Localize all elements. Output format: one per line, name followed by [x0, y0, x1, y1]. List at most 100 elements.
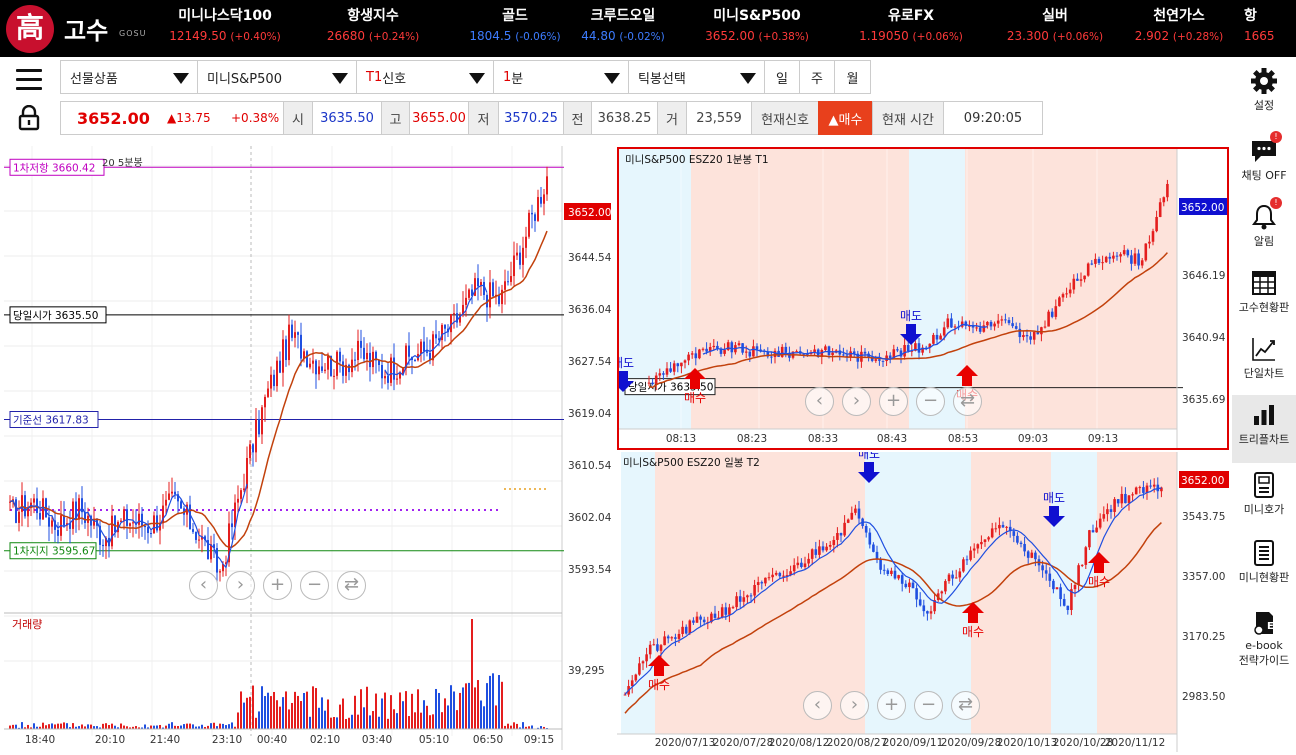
scroll-left-button[interactable]: ‹	[189, 571, 218, 600]
candle	[1000, 319, 1004, 321]
candle	[699, 616, 702, 620]
candle	[903, 345, 906, 357]
candle	[900, 575, 904, 584]
price-tag-label: 3652.00	[1181, 475, 1224, 487]
sidebar-item-mini-orderbook[interactable]: 미니호가	[1232, 465, 1296, 529]
candle	[784, 346, 788, 353]
candle	[189, 504, 191, 530]
volume-bar	[501, 681, 503, 729]
sidebar-item-triple-chart[interactable]: 트리플차트	[1232, 395, 1296, 463]
product-type-select[interactable]: 선물상품	[60, 60, 198, 94]
candle	[828, 545, 832, 547]
candle	[105, 537, 107, 547]
x-tick-label: 2020/11/12	[1105, 737, 1166, 749]
zoom-in-button[interactable]: +	[877, 691, 906, 720]
chart-nav-controls: ‹ › + − ⇄	[189, 571, 366, 600]
volume-bar	[516, 723, 518, 729]
sidebar-item-alerts[interactable]: ! 알림	[1232, 197, 1296, 261]
ticker-price: 3652.00	[705, 29, 755, 43]
sidebar-item-mini-board[interactable]: 미니현황판	[1232, 533, 1296, 597]
signal-select[interactable]: T1 신호	[356, 60, 494, 94]
ticker-item[interactable]: 항생지수 26680 (+0.24%)	[308, 6, 438, 47]
candle	[728, 607, 731, 615]
chart-title: 미니S&P500 ESZ20 1분봉 T1	[625, 154, 769, 166]
reset-button[interactable]: ⇄	[951, 691, 980, 720]
candle	[946, 318, 950, 328]
candle	[820, 349, 824, 358]
candle	[818, 546, 821, 555]
sell-signal-label: 매도	[1043, 491, 1065, 505]
volume-bar	[273, 691, 275, 729]
day-button[interactable]: 일	[764, 60, 800, 94]
menu-button[interactable]	[2, 60, 56, 94]
ticker-item[interactable]: 미니나스닥100 12149.50 (+0.40%)	[160, 6, 290, 47]
candle	[192, 529, 194, 532]
candle	[363, 347, 365, 360]
reset-button[interactable]: ⇄	[953, 387, 982, 416]
candle	[688, 620, 692, 634]
reset-button[interactable]: ⇄	[337, 571, 366, 600]
moving-average-line	[9, 230, 548, 549]
ticker-item[interactable]: 항 1665	[1244, 6, 1296, 47]
sidebar-item-single-chart[interactable]: 단일차트	[1232, 329, 1296, 393]
sell-signal-label: 매도	[900, 309, 922, 323]
scroll-right-button[interactable]: ›	[226, 571, 255, 600]
candle	[1091, 530, 1095, 533]
candle	[975, 327, 978, 329]
month-button[interactable]: 월	[834, 60, 871, 94]
tick-select[interactable]: 틱봉선택	[628, 60, 765, 94]
candle	[983, 539, 987, 543]
zoom-in-button[interactable]: +	[263, 571, 292, 600]
price-tag-label: 3652.00	[1181, 202, 1224, 214]
candle	[252, 444, 254, 453]
product-select[interactable]: 미니S&P500	[197, 60, 357, 94]
ticker-item[interactable]: 천연가스 2.902 (+0.28%)	[1114, 6, 1244, 47]
candle	[1034, 552, 1037, 560]
lock-button[interactable]	[2, 101, 56, 135]
week-button[interactable]: 주	[799, 60, 835, 94]
ticker-item[interactable]: 실버 23.300 (+0.06%)	[990, 6, 1120, 47]
ticker-item[interactable]: 골드 1804.5 (-0.06%)	[450, 6, 580, 47]
sidebar-item-gosu-board[interactable]: 고수현황판	[1232, 263, 1296, 327]
candle	[1065, 293, 1068, 295]
down-arrow-icon	[1043, 506, 1065, 527]
candle	[964, 321, 968, 326]
ticker-item[interactable]: 크루드오일 44.80 (-0.02%)	[558, 6, 688, 47]
scroll-right-button[interactable]: ›	[842, 387, 871, 416]
candle	[1084, 547, 1088, 565]
candle	[480, 281, 482, 287]
scroll-right-button[interactable]: ›	[840, 691, 869, 720]
chevron-down-icon	[469, 73, 485, 84]
candle	[429, 352, 431, 361]
sidebar-item-chat[interactable]: ! 채팅 OFF	[1232, 131, 1296, 195]
x-tick-label: 08:23	[737, 433, 767, 445]
candle	[744, 351, 748, 353]
volume-bar	[234, 726, 236, 729]
gosu-logo[interactable]: 高 고수 GOSU	[6, 5, 156, 53]
candle	[710, 613, 713, 623]
volume-bar	[129, 727, 131, 729]
ticker-item[interactable]: 미니S&P500 3652.00 (+0.38%)	[692, 6, 822, 47]
chart-5min[interactable]: 1차저항 3660.42 당일시가 3635.50 기준선 3617.83 1차지지 …	[4, 146, 612, 750]
candle	[264, 396, 266, 408]
scroll-left-button[interactable]: ‹	[805, 387, 834, 416]
sidebar-item-settings[interactable]: 설정	[1232, 61, 1296, 125]
zoom-out-button[interactable]: −	[916, 387, 945, 416]
volume-bar	[537, 727, 539, 729]
candle	[1102, 514, 1106, 519]
logo-emblem: 高	[6, 5, 54, 53]
zoom-in-button[interactable]: +	[879, 387, 908, 416]
candle	[1166, 183, 1169, 198]
scroll-left-button[interactable]: ‹	[803, 691, 832, 720]
zoom-out-button[interactable]: −	[300, 571, 329, 600]
volume-bar	[204, 726, 206, 729]
ticker-item[interactable]: 유로FX 1.19050 (+0.06%)	[846, 6, 976, 47]
sidebar-item-label: 미니현황판	[1238, 571, 1290, 584]
chart-t2-daily[interactable]: 미니S&P500 ESZ20 일봉 T2 매수 매도 매수 매도 매수 3543.75 335…	[617, 447, 1229, 752]
zoom-out-button[interactable]: −	[914, 691, 943, 720]
candle	[1025, 335, 1029, 337]
